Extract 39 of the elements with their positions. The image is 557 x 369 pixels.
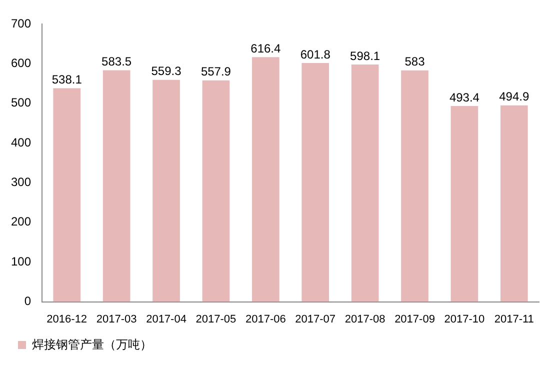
y-tick-label: 300 bbox=[10, 175, 32, 190]
bar bbox=[351, 64, 379, 302]
data-label: 598.1 bbox=[350, 48, 380, 63]
bar bbox=[401, 70, 428, 302]
data-label: 557.9 bbox=[200, 64, 232, 79]
data-label: 494.9 bbox=[499, 90, 530, 104]
x-tick-label: 2017-07 bbox=[295, 313, 336, 326]
x-tick-label: 2017-11 bbox=[494, 313, 534, 326]
y-tick-label: 500 bbox=[10, 96, 32, 110]
data-label: 493.4 bbox=[449, 90, 480, 104]
bar bbox=[152, 80, 180, 302]
y-tick-label: 700 bbox=[10, 16, 32, 30]
bar bbox=[53, 88, 81, 302]
bar bbox=[302, 62, 330, 302]
bar bbox=[102, 70, 130, 302]
data-label: 538.1 bbox=[52, 72, 82, 87]
x-tick-label: 2017-05 bbox=[196, 313, 236, 326]
bar bbox=[202, 80, 230, 302]
x-tick-label: 2016-12 bbox=[46, 313, 88, 326]
bar bbox=[450, 106, 478, 302]
x-tick-label: 2017-08 bbox=[344, 313, 386, 326]
x-tick-label: 2017-09 bbox=[394, 313, 435, 326]
data-label: 583 bbox=[404, 54, 426, 69]
bar bbox=[252, 57, 280, 302]
legend-label: 焊接钢管产量（万吨） bbox=[32, 337, 152, 352]
data-label: 616.4 bbox=[250, 41, 281, 56]
bar bbox=[500, 105, 528, 302]
y-tick-label: 400 bbox=[10, 135, 32, 150]
y-tick-label: 600 bbox=[10, 56, 32, 70]
x-tick-label: 2017-04 bbox=[146, 313, 186, 326]
y-tick-label: 100 bbox=[10, 254, 32, 268]
data-label: 583.5 bbox=[102, 54, 132, 69]
x-tick-label: 2017-06 bbox=[245, 313, 286, 326]
y-tick-label: 0 bbox=[24, 294, 32, 308]
data-label: 601.8 bbox=[300, 47, 331, 62]
y-tick-label: 200 bbox=[10, 214, 32, 229]
data-label: 559.3 bbox=[151, 64, 182, 78]
x-tick-label: 2017-03 bbox=[96, 313, 137, 326]
x-tick-label: 2017-10 bbox=[444, 313, 485, 326]
